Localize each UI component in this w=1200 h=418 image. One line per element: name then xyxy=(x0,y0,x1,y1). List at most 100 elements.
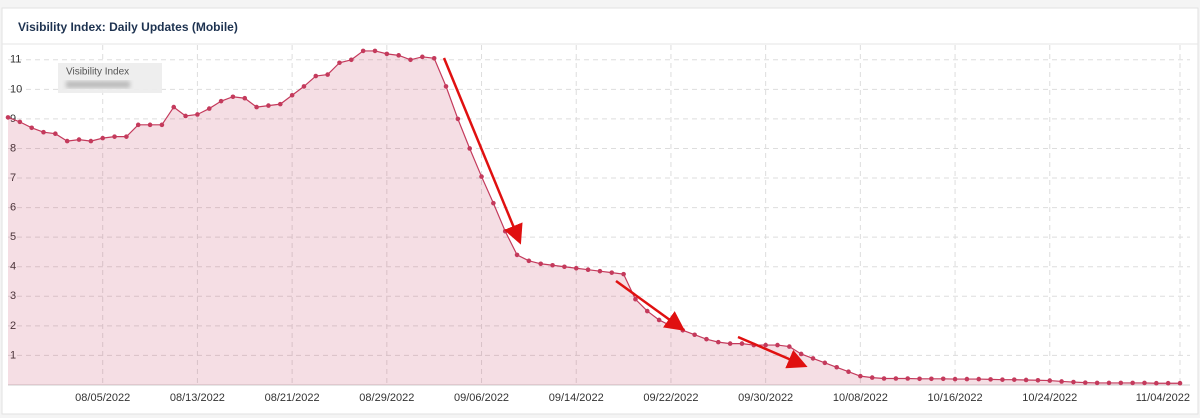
y-tick-label: 7 xyxy=(10,172,16,184)
x-tick-label: 09/22/2022 xyxy=(643,392,698,404)
point xyxy=(621,271,626,277)
annotation-arrows xyxy=(442,57,808,369)
x-tick-label: 09/30/2022 xyxy=(738,392,793,404)
point xyxy=(822,360,828,366)
point xyxy=(656,317,662,323)
point xyxy=(479,174,484,179)
point xyxy=(1059,379,1064,384)
point xyxy=(550,262,555,268)
tooltip-label: Visibility Index xyxy=(66,67,129,78)
point xyxy=(313,73,319,79)
point xyxy=(195,112,200,117)
point xyxy=(147,122,153,128)
point xyxy=(1000,377,1005,382)
x-tick-label: 10/08/2022 xyxy=(833,392,888,404)
point xyxy=(810,356,816,361)
point xyxy=(443,84,449,89)
x-tick-label: 08/13/2022 xyxy=(170,392,225,404)
point xyxy=(538,261,544,267)
point xyxy=(893,376,899,381)
point xyxy=(609,270,615,275)
point xyxy=(514,252,520,258)
point xyxy=(325,72,330,77)
point xyxy=(680,328,686,333)
arrow xyxy=(615,279,686,331)
point xyxy=(633,296,638,302)
point xyxy=(289,92,295,98)
y-tick-label: 6 xyxy=(10,202,16,214)
point xyxy=(1165,380,1171,386)
point xyxy=(727,341,733,346)
point xyxy=(1047,378,1053,383)
x-tick-label: 10/24/2022 xyxy=(1022,392,1077,404)
point xyxy=(242,95,248,101)
point xyxy=(1118,380,1124,386)
point xyxy=(159,122,165,128)
point xyxy=(349,57,354,63)
point xyxy=(1011,377,1017,382)
point xyxy=(76,137,82,142)
point xyxy=(526,258,532,264)
point xyxy=(798,351,804,357)
point xyxy=(254,104,259,110)
point xyxy=(940,376,946,382)
y-tick-label: 8 xyxy=(10,142,16,154)
point xyxy=(929,376,934,382)
y-tick-label: 3 xyxy=(10,290,16,302)
point xyxy=(420,54,425,60)
point xyxy=(917,376,922,382)
point xyxy=(597,268,603,274)
point xyxy=(183,113,188,119)
point xyxy=(396,53,401,58)
point xyxy=(562,264,567,270)
point xyxy=(976,376,982,382)
point xyxy=(112,134,117,139)
line xyxy=(7,50,1180,384)
point xyxy=(491,200,496,206)
point xyxy=(692,332,697,338)
point xyxy=(763,342,768,348)
x-tick-label: 08/05/2022 xyxy=(75,392,130,404)
point xyxy=(952,376,958,382)
point xyxy=(858,373,863,379)
y-tick-label: 2 xyxy=(10,320,16,332)
x-tick-label: 08/21/2022 xyxy=(265,392,320,404)
point xyxy=(834,364,839,370)
point xyxy=(704,336,709,342)
point xyxy=(64,138,70,144)
point xyxy=(100,135,106,141)
card xyxy=(1,7,1199,415)
y-tick-label: 11 xyxy=(10,54,21,66)
x-tick-label: 08/29/2022 xyxy=(359,392,414,404)
point xyxy=(739,341,745,346)
arrow xyxy=(442,57,523,245)
point xyxy=(1082,380,1088,385)
point xyxy=(1023,377,1029,383)
point xyxy=(17,119,23,125)
point xyxy=(384,51,390,57)
point xyxy=(573,265,579,271)
point xyxy=(585,267,591,272)
y-tick-label: 1 xyxy=(10,349,16,361)
point xyxy=(1106,380,1112,386)
point xyxy=(455,116,461,122)
x-tick-label: 10/16/2022 xyxy=(928,392,983,404)
point xyxy=(1035,377,1041,383)
tooltip: Visibility Index xyxy=(58,63,162,93)
point xyxy=(266,103,271,108)
y-tick-label: 4 xyxy=(10,261,16,273)
point xyxy=(277,101,283,107)
point xyxy=(218,98,224,104)
point xyxy=(881,376,887,381)
point xyxy=(1177,380,1183,386)
x-tick-label: 09/06/2022 xyxy=(454,392,509,404)
area xyxy=(8,50,1180,385)
point xyxy=(1071,379,1076,385)
point xyxy=(360,48,366,54)
point xyxy=(53,131,58,136)
point xyxy=(206,106,212,111)
point xyxy=(1094,380,1100,386)
tooltip-blurred-value xyxy=(66,81,130,88)
